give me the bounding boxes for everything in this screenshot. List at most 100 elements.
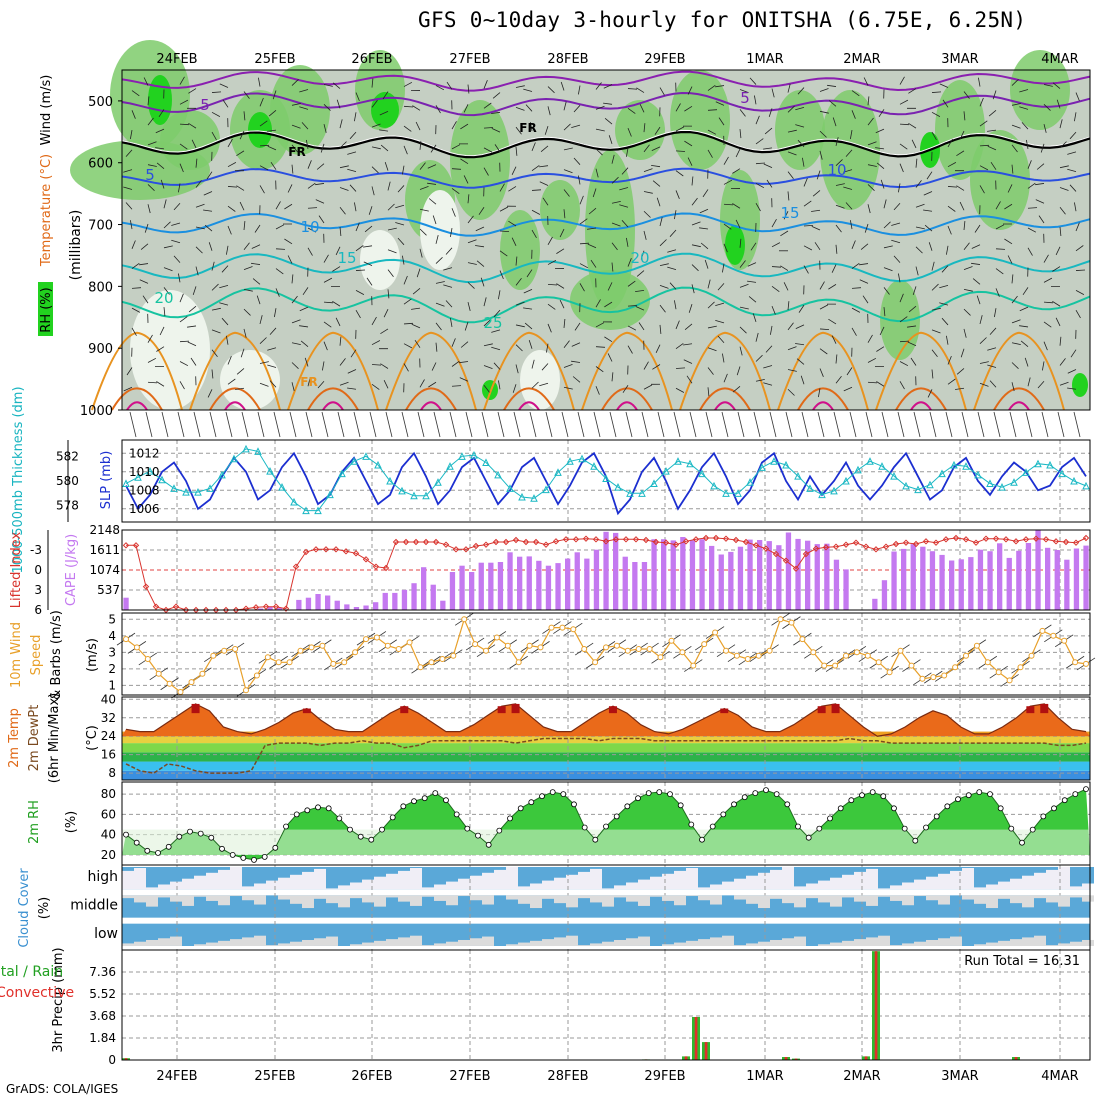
lifted-index-point bbox=[852, 539, 860, 546]
wind-barb bbox=[573, 157, 581, 165]
cloud-high-bar bbox=[866, 867, 878, 869]
wind-barb bbox=[638, 322, 645, 331]
wind-barb bbox=[476, 260, 485, 267]
y-tick-label: 900 bbox=[88, 342, 113, 357]
cloud-high-bar bbox=[410, 867, 422, 868]
wind-barb bbox=[419, 228, 427, 236]
date-label-bottom: 1MAR bbox=[746, 1069, 783, 1084]
wind-barb bbox=[530, 122, 533, 132]
rh-point bbox=[997, 805, 1004, 812]
date-label-bottom: 25FEB bbox=[254, 1069, 295, 1084]
wind-barb bbox=[1004, 238, 1013, 245]
cloud-high-bar bbox=[398, 867, 410, 871]
precip-tick-label: 1.84 bbox=[89, 1031, 116, 1045]
rh-point bbox=[848, 797, 855, 804]
lifted-index-point bbox=[802, 550, 810, 558]
wind-barb bbox=[627, 258, 632, 267]
wind-speed-point bbox=[352, 649, 359, 656]
run-total-label: Run Total = 16.31 bbox=[964, 954, 1080, 969]
wind-barb bbox=[579, 263, 589, 269]
wind-barb bbox=[467, 262, 477, 265]
wind-barb bbox=[691, 284, 695, 294]
contour-label: FR bbox=[300, 375, 317, 389]
wind-barb bbox=[354, 202, 357, 212]
wind-speed-point bbox=[592, 659, 599, 666]
cape-bar bbox=[632, 562, 638, 610]
wind-barb bbox=[451, 144, 461, 150]
rh-point bbox=[731, 801, 737, 808]
wind-barb bbox=[547, 260, 557, 265]
cloud-low-gap bbox=[914, 941, 926, 947]
wind-barb bbox=[435, 105, 441, 114]
wind-barb bbox=[797, 139, 805, 148]
wind-barb bbox=[803, 177, 808, 187]
cloud-low-gap bbox=[470, 938, 482, 946]
surface-wind-barb bbox=[353, 411, 361, 438]
wind-barb bbox=[1027, 227, 1037, 233]
cape-bar bbox=[814, 544, 820, 610]
wind-barb bbox=[947, 205, 956, 212]
cape-bar bbox=[613, 532, 619, 610]
cloud-middle-gap bbox=[1046, 895, 1058, 903]
rh-point bbox=[336, 815, 343, 822]
rh-patch-low bbox=[130, 290, 210, 410]
wind-speed-point bbox=[286, 659, 293, 666]
wind-barb bbox=[1052, 301, 1061, 307]
temperature-contour-30 bbox=[111, 387, 163, 411]
wind-barb bbox=[643, 230, 647, 240]
wind-barb bbox=[451, 208, 456, 217]
wind-barb bbox=[923, 191, 933, 196]
cloud-high-bar bbox=[1046, 867, 1058, 870]
wind-barb bbox=[1074, 202, 1077, 212]
wind-barb bbox=[258, 77, 261, 87]
wind-barb bbox=[384, 161, 389, 171]
wind-barb bbox=[715, 302, 725, 306]
wind-barb bbox=[863, 77, 869, 86]
rh-patch-high bbox=[148, 75, 172, 125]
cloud-middle-gap bbox=[602, 895, 614, 907]
rh-point bbox=[976, 789, 983, 795]
rh-patch-low bbox=[520, 350, 560, 410]
wind-barb bbox=[267, 129, 277, 132]
wind-barb bbox=[379, 110, 389, 116]
wind-speed-point bbox=[963, 652, 969, 659]
wind-barb bbox=[284, 203, 293, 210]
wind-barb bbox=[371, 123, 381, 128]
wind-barb bbox=[563, 386, 573, 390]
rh-point bbox=[656, 789, 663, 795]
cape-bar bbox=[334, 600, 340, 610]
wind-barb bbox=[339, 119, 343, 129]
wind-barb bbox=[187, 325, 197, 328]
wind-barb bbox=[339, 381, 349, 386]
rh-point bbox=[464, 825, 471, 832]
wind-barb bbox=[259, 97, 264, 107]
surface-wind-barb bbox=[625, 411, 633, 438]
wind-barb bbox=[336, 99, 341, 109]
cloud-low-gap bbox=[422, 945, 434, 947]
wind-speed-point bbox=[930, 674, 937, 681]
wind-barb bbox=[131, 90, 140, 97]
wind-barb bbox=[687, 157, 693, 166]
wind-barb bbox=[547, 236, 553, 245]
thickness-point bbox=[362, 452, 370, 460]
rh-point bbox=[699, 836, 705, 843]
wind-barb bbox=[412, 288, 421, 295]
rh-point bbox=[891, 805, 897, 812]
wind-barb bbox=[499, 206, 509, 212]
rh-point bbox=[1051, 805, 1057, 812]
wind-barb bbox=[515, 344, 523, 352]
temp-tick-label: 16 bbox=[101, 748, 116, 762]
cape-tick-label: 2148 bbox=[89, 523, 120, 537]
cloud-low-gap bbox=[566, 935, 578, 946]
wind-barb bbox=[524, 322, 533, 330]
wind-barb bbox=[747, 262, 757, 267]
wind-barb bbox=[990, 161, 997, 170]
wind-barb bbox=[684, 323, 693, 331]
contour-label: 10 bbox=[827, 161, 846, 179]
surface-wind-barb bbox=[769, 411, 777, 438]
wind-barb bbox=[941, 317, 949, 326]
wind-barb bbox=[547, 283, 558, 286]
wind-barb bbox=[771, 219, 777, 228]
wind-barb bbox=[546, 343, 549, 353]
cloud-low-gap bbox=[122, 943, 134, 947]
